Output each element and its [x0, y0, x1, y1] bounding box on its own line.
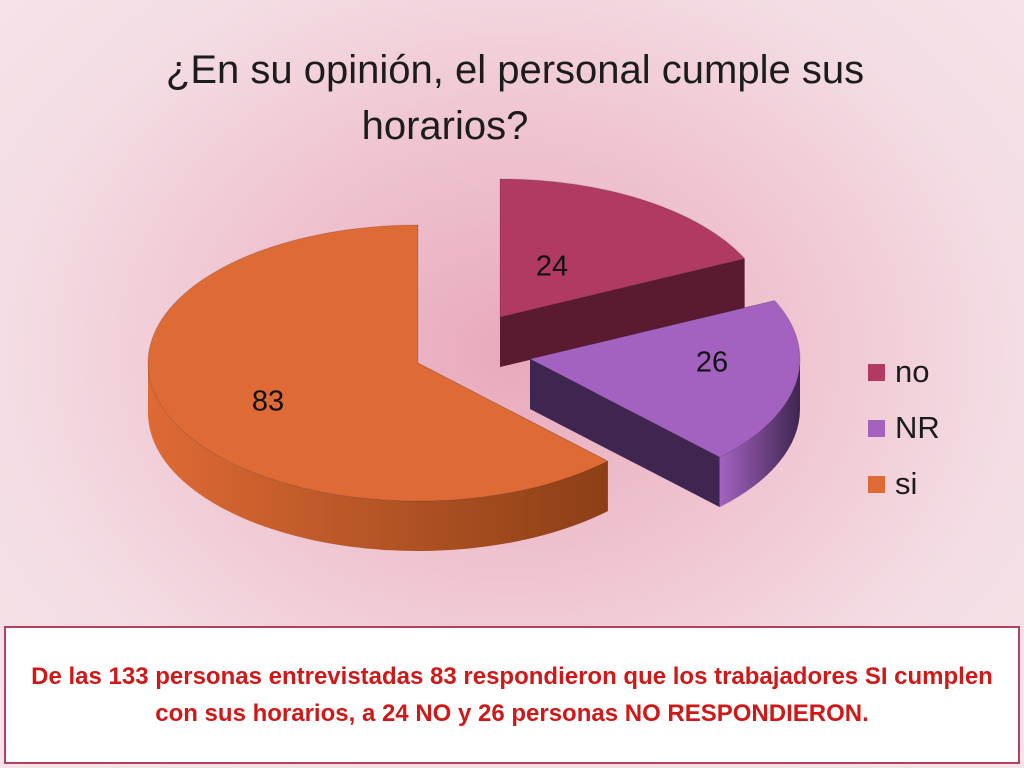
legend-item-nr: NR	[868, 400, 940, 456]
summary-note-box: De las 133 personas entrevistadas 83 res…	[4, 626, 1020, 764]
legend-label-nr: NR	[895, 410, 940, 445]
data-label-no: 24	[536, 251, 568, 283]
data-label-si: 83	[252, 386, 284, 418]
slice-nr-outer-wall	[719, 359, 800, 508]
slice-no-top	[499, 178, 746, 318]
slice-no-inner-wall-1	[500, 258, 745, 367]
pie-chart: 24 26 83	[147, 178, 801, 551]
legend-swatch-nr	[868, 419, 885, 437]
data-label-nr: 26	[696, 347, 728, 379]
chart-legend: no NR si	[868, 344, 940, 512]
slide-title: ¿En su opinión, el personal cumple sus h…	[60, 42, 970, 154]
title-line-2: horarios?	[361, 104, 529, 148]
summary-note-text: De las 133 personas entrevistadas 83 res…	[31, 663, 993, 727]
slice-si-outer-wall	[148, 363, 608, 551]
slice-si-top	[147, 224, 609, 502]
legend-label-si: si	[895, 466, 918, 501]
legend-swatch-si	[868, 475, 885, 493]
legend-label-no: no	[895, 354, 930, 389]
legend-item-no: no	[868, 344, 940, 400]
slice-nr-top	[528, 300, 801, 458]
title-line-1: ¿En su opinión, el personal cumple sus	[165, 48, 865, 92]
legend-item-si: si	[868, 456, 940, 512]
slice-nr-inner-wall-1	[530, 359, 720, 508]
legend-swatch-no	[868, 363, 885, 381]
